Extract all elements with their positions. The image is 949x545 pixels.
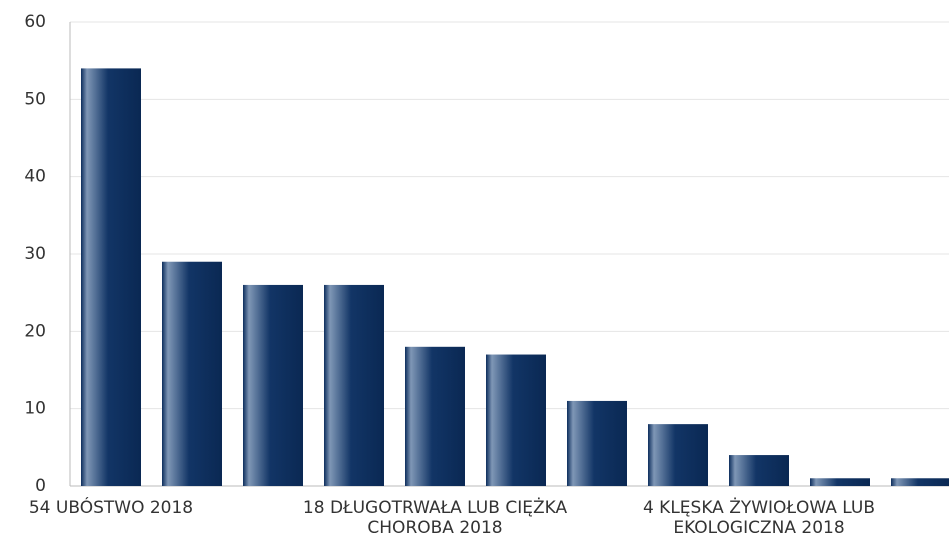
bar xyxy=(405,346,465,486)
bar xyxy=(729,455,789,486)
bar xyxy=(891,478,949,486)
x-tick-label: 18 DŁUGOTRWAŁA LUB CIĘŻKA CHOROBA 2018 xyxy=(302,498,568,538)
y-tick-label: 60 xyxy=(24,12,46,32)
bar xyxy=(162,261,222,486)
bar xyxy=(567,400,627,486)
bar xyxy=(648,424,708,486)
y-tick-label: 20 xyxy=(24,321,46,341)
x-tick-label: 54 UBÓSTWO 2018 xyxy=(28,498,194,518)
bar xyxy=(81,68,141,487)
y-tick-label: 40 xyxy=(24,167,46,187)
bar xyxy=(810,478,870,486)
bar xyxy=(243,284,303,486)
y-tick-label: 50 xyxy=(24,89,46,109)
y-tick-label: 0 xyxy=(35,476,46,496)
y-tick-label: 30 xyxy=(24,244,46,264)
y-tick-label: 10 xyxy=(24,399,46,419)
bar xyxy=(324,284,384,486)
x-tick-label: 4 KLĘSKA ŻYWIOŁOWA LUB EKOLOGICZNA 2018 xyxy=(642,498,876,538)
bar xyxy=(486,354,546,486)
